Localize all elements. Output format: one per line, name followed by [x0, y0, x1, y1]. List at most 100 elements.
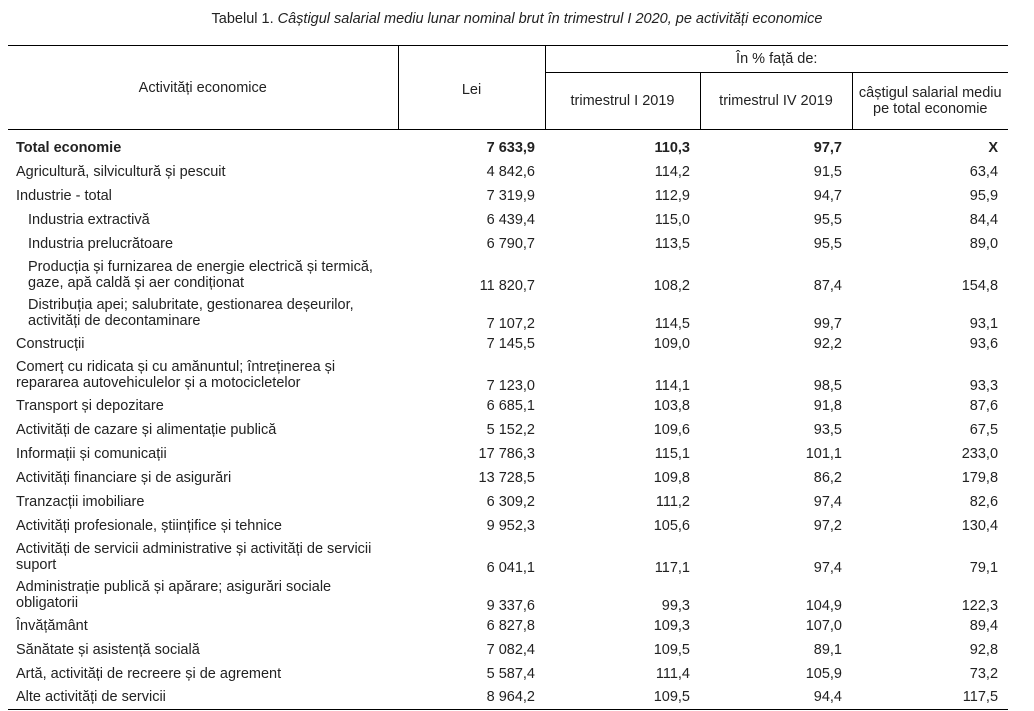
table-body: Total economie 7 633,9 110,3 97,7 X Agricultu… — [8, 130, 1009, 710]
table-row: Artă, activități de recreere și de agrem… — [8, 662, 1008, 686]
q1-2019-cell: 109,6 — [653, 421, 690, 438]
wages-table: Activități economice Lei În % față de: t… — [8, 45, 1009, 710]
avg-total-cell: 67,5 — [969, 421, 999, 438]
lei-cell: 7 107,2 — [486, 315, 535, 332]
q4-2019-cell: 97,2 — [813, 517, 842, 534]
avg-total-cell: 93,1 — [969, 315, 999, 332]
avg-total-cell: 84,4 — [969, 211, 999, 228]
header-avg-total: câștigul salarial mediu pe total economi… — [851, 72, 1009, 130]
avg-total-cell: 122,3 — [961, 597, 999, 614]
lei-cell: 17 786,3 — [478, 445, 535, 462]
activity-cell: Tranzacții imobiliare — [16, 493, 145, 510]
activity-cell: Administrație publică și apărare; asigur… — [16, 578, 332, 611]
activity-cell: Transport și depozitare — [16, 397, 164, 414]
lei-cell: 9 952,3 — [486, 517, 535, 534]
avg-total-cell: 87,6 — [969, 397, 999, 414]
lei-cell: 4 842,6 — [486, 163, 535, 180]
q4-2019-cell: 99,7 — [813, 315, 842, 332]
q4-2019-cell: 86,2 — [813, 469, 842, 486]
table-row: Activități de servicii administrative și… — [8, 538, 1008, 576]
q1-2019-cell: 111,2 — [655, 493, 690, 510]
lei-cell: 7 633,9 — [486, 139, 535, 156]
q1-2019-cell: 114,1 — [654, 377, 690, 394]
activity-cell: Artă, activități de recreere și de agrem… — [16, 665, 282, 682]
q4-2019-cell: 95,5 — [813, 211, 842, 228]
q1-2019-cell: 114,2 — [654, 163, 690, 180]
q1-2019-cell: 109,0 — [653, 335, 690, 352]
table-row: Agricultură, silvicultură și pescuit 4 84… — [8, 160, 1008, 184]
lei-cell: 6 685,1 — [486, 397, 535, 414]
activity-cell: Producția și furnizarea de energie elect… — [28, 258, 373, 291]
header-lei: Lei — [397, 45, 546, 130]
activity-cell: Informații și comunicații — [16, 445, 167, 462]
q1-2019-cell: 115,0 — [654, 211, 690, 228]
activity-cell: Alte activități de servicii — [8, 685, 398, 710]
table-caption: Tabelul 1. Câștigul salarial mediu lunar… — [0, 10, 1034, 28]
activity-cell: Distribuția apei; salubritate, gestionar… — [28, 296, 354, 329]
table-row: Sănătate și asistență socială 7 082,4 109,… — [8, 638, 1008, 662]
q1-2019-cell: 112,9 — [654, 187, 690, 204]
q4-2019-cell: 91,5 — [813, 163, 842, 180]
lei-cell: 5 587,4 — [486, 665, 535, 682]
lei-cell: 7 123,0 — [486, 377, 535, 394]
q1-2019-cell: 115,1 — [654, 445, 690, 462]
avg-total-cell: 73,2 — [969, 665, 999, 682]
avg-total-cell: 82,6 — [969, 493, 999, 510]
avg-total-cell: 89,0 — [969, 235, 999, 252]
q4-2019-cell: 91,8 — [813, 397, 842, 414]
q1-2019-cell: 108,2 — [653, 277, 690, 294]
q1-2019-cell: 117,1 — [654, 559, 690, 576]
avg-total-cell: 79,1 — [969, 559, 999, 576]
activity-cell: Activități financiare și de asigurări — [16, 469, 232, 486]
caption-prefix: Tabelul 1. — [211, 11, 278, 27]
q4-2019-cell: 87,4 — [813, 277, 842, 294]
q1-2019-cell: 105,6 — [653, 517, 690, 534]
avg-total-cell: 154,8 — [961, 277, 999, 294]
q1-2019-cell: 109,5 — [653, 641, 690, 658]
activity-cell: Activități de cazare și alimentație publ… — [16, 421, 277, 438]
activity-cell: Comerț cu ridicata și cu amănuntul; într… — [16, 358, 336, 391]
table-row: Informații și comunicații 17 786,3 115,1 10… — [8, 442, 1008, 466]
table-row: Producția și furnizarea de energie elect… — [8, 256, 1008, 294]
lei-cell: 6 790,7 — [486, 235, 535, 252]
q1-2019-cell: 103,8 — [653, 397, 690, 414]
q4-2019-cell: 93,5 — [813, 421, 842, 438]
q4-2019-cell: 97,4 — [813, 559, 842, 576]
lei-cell: 6 309,2 — [486, 493, 535, 510]
activity-cell: Total economie — [16, 139, 122, 156]
activity-cell: Activități de servicii administrative și… — [16, 540, 372, 573]
q4-2019-cell: 89,1 — [813, 641, 842, 658]
table-row: Tranzacții imobiliare 6 309,2 111,2 97,4 82,… — [8, 490, 1008, 514]
q4-2019-cell: 105,9 — [805, 665, 842, 682]
avg-total-cell: 89,4 — [969, 617, 999, 634]
header-pct-group: În % față de: — [544, 45, 1009, 73]
table-row: Comerț cu ridicata și cu amănuntul; într… — [8, 356, 1008, 394]
avg-total-cell: 179,8 — [961, 469, 999, 486]
table-row: Construcții 7 145,5 109,0 92,2 93,6 — [8, 332, 1008, 356]
q1-2019-cell: 109,3 — [653, 617, 690, 634]
lei-cell: 9 337,6 — [486, 597, 535, 614]
avg-total-cell: 93,3 — [969, 377, 999, 394]
q1-2019-cell: 99,3 — [661, 597, 690, 614]
activity-cell: Industria extractivă — [28, 211, 150, 228]
q4-2019-cell: 97,4 — [813, 493, 842, 510]
activity-cell: Sănătate și asistență socială — [16, 641, 200, 658]
q1-2019-cell: 113,5 — [654, 235, 690, 252]
table-row: Activități profesionale, științifice și … — [8, 514, 1008, 538]
q4-2019-cell: 92,2 — [813, 335, 842, 352]
lei-cell: 7 319,9 — [486, 187, 535, 204]
q1-2019-cell: 109,8 — [653, 469, 690, 486]
activity-cell: Construcții — [16, 335, 85, 352]
table-row: Administrație publică și apărare; asigur… — [8, 576, 1008, 614]
q4-2019-cell: 94,4 — [700, 685, 852, 710]
activity-cell: Învățământ — [16, 617, 88, 634]
q1-2019-cell: 109,5 — [545, 685, 700, 710]
lei-cell: 11 820,7 — [479, 277, 535, 294]
header-q4-2019: trimestrul IV 2019 — [699, 72, 853, 130]
avg-total-cell: 95,9 — [969, 187, 999, 204]
q4-2019-cell: 107,0 — [805, 617, 842, 634]
lei-cell: 5 152,2 — [486, 421, 535, 438]
q1-2019-cell: 114,5 — [654, 315, 690, 332]
q4-2019-cell: 97,7 — [813, 139, 842, 156]
lei-cell: 6 041,1 — [486, 559, 535, 576]
